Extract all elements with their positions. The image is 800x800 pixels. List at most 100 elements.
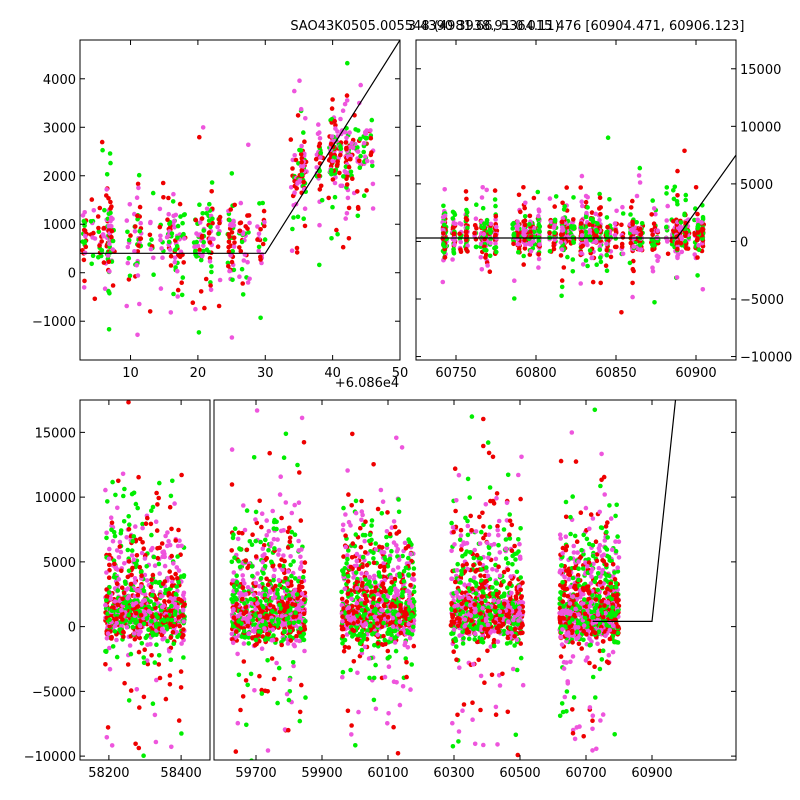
data-point (368, 128, 373, 133)
x-tick-label: 50 (392, 366, 409, 381)
data-point (298, 148, 304, 153)
data-point (83, 244, 89, 250)
data-point (344, 632, 350, 637)
data-point (269, 618, 275, 624)
data-point (620, 204, 625, 210)
data-point (150, 633, 156, 638)
data-point (154, 596, 159, 602)
data-point (371, 462, 376, 467)
data-point (246, 230, 251, 235)
data-point (537, 224, 543, 229)
data-point (400, 589, 406, 595)
data-point (110, 538, 116, 544)
data-point (297, 638, 302, 644)
data-point (83, 233, 88, 239)
data-point (328, 151, 334, 157)
data-point (695, 230, 701, 235)
data-point (346, 609, 352, 615)
data-point (408, 551, 414, 557)
data-point (200, 211, 205, 216)
data-point (241, 503, 246, 508)
data-point (150, 589, 155, 594)
data-point (349, 732, 354, 737)
data-point (197, 220, 203, 225)
data-point (107, 623, 112, 629)
data-point (553, 194, 559, 199)
data-point (345, 553, 350, 558)
data-point (583, 258, 589, 263)
data-point (226, 232, 231, 237)
data-point (175, 554, 180, 559)
data-point (301, 216, 307, 221)
data-point (384, 534, 389, 540)
data-point (136, 172, 142, 178)
data-point (474, 225, 479, 231)
data-point (296, 500, 302, 506)
data-point (480, 185, 486, 190)
data-point (552, 230, 557, 235)
data-point (343, 170, 349, 175)
data-point (181, 590, 187, 596)
data-point (262, 223, 267, 229)
data-point (392, 635, 398, 640)
data-point (108, 596, 114, 601)
data-point (176, 580, 181, 585)
data-point (174, 565, 180, 570)
data-point (630, 221, 635, 227)
data-point (255, 632, 261, 638)
data-point (102, 286, 108, 292)
data-point (119, 568, 124, 574)
data-point (457, 537, 463, 542)
data-point (343, 512, 348, 517)
data-point (398, 630, 404, 636)
data-point (290, 226, 295, 232)
data-point (286, 620, 292, 626)
data-point (107, 562, 112, 568)
data-point (258, 539, 263, 545)
data-point (240, 530, 245, 536)
data-point (106, 259, 112, 265)
data-point (638, 226, 643, 232)
data-point (268, 623, 273, 629)
data-point (125, 596, 130, 601)
data-point (458, 247, 463, 252)
data-point (332, 118, 338, 124)
data-point (474, 202, 479, 207)
data-point (683, 192, 689, 198)
data-point (283, 575, 288, 581)
data-point (287, 535, 293, 541)
data-point (380, 581, 386, 586)
data-point (91, 230, 96, 236)
data-point (406, 621, 412, 627)
data-point (383, 597, 389, 603)
data-point (482, 221, 487, 226)
data-point (293, 157, 299, 163)
data-point (363, 550, 368, 555)
data-point (401, 568, 407, 574)
data-point (294, 250, 300, 255)
data-point (570, 269, 576, 274)
data-point (292, 502, 298, 508)
data-point (360, 580, 365, 586)
data-point (216, 231, 221, 237)
data-point (241, 258, 247, 263)
data-point (547, 230, 552, 236)
data-point (161, 603, 166, 609)
data-point (125, 244, 131, 250)
data-point (665, 203, 670, 209)
data-point (355, 619, 361, 624)
data-point (142, 556, 148, 561)
data-point (340, 568, 345, 573)
data-point (564, 185, 569, 190)
data-point (161, 195, 166, 200)
data-point (100, 147, 105, 153)
data-point (630, 198, 635, 204)
data-point (329, 236, 334, 241)
data-point (173, 591, 179, 597)
data-point (134, 195, 140, 200)
data-point (168, 635, 174, 640)
data-point (126, 559, 132, 564)
